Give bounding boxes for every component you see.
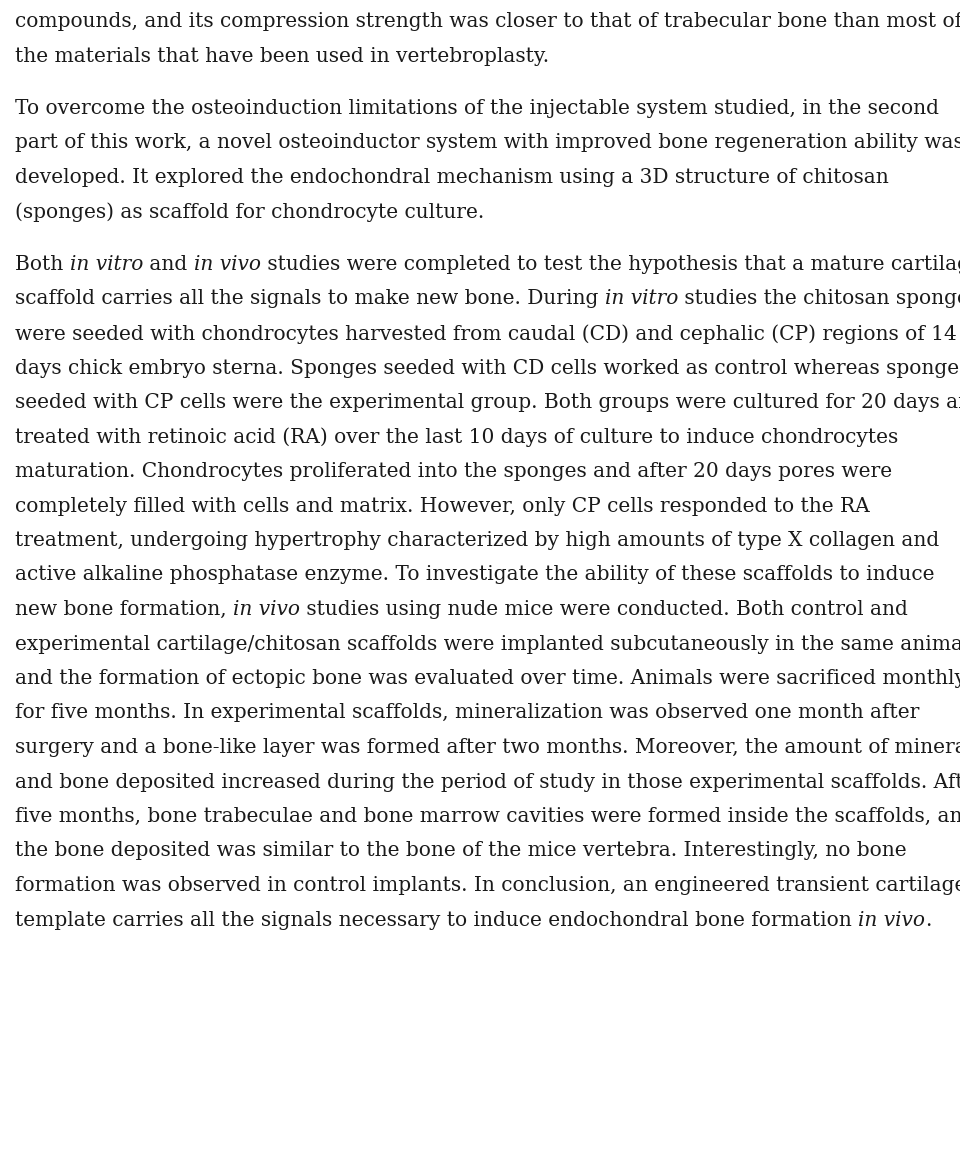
- Text: in vivo: in vivo: [858, 910, 925, 930]
- Text: compounds, and its compression strength was closer to that of trabecular bone th: compounds, and its compression strength …: [15, 12, 960, 31]
- Text: and the formation of ectopic bone was evaluated over time. Animals were sacrific: and the formation of ectopic bone was ev…: [15, 669, 960, 688]
- Text: five months, bone trabeculae and bone marrow cavities were formed inside the sca: five months, bone trabeculae and bone ma…: [15, 807, 960, 826]
- Text: surgery and a bone-like layer was formed after two months. Moreover, the amount : surgery and a bone-like layer was formed…: [15, 738, 960, 757]
- Text: studies were completed to test the hypothesis that a mature cartilage: studies were completed to test the hypot…: [260, 255, 960, 274]
- Text: treatment, undergoing hypertrophy characterized by high amounts of type X collag: treatment, undergoing hypertrophy charac…: [15, 532, 939, 550]
- Text: studies using nude mice were conducted. Both control and: studies using nude mice were conducted. …: [300, 600, 908, 620]
- Text: new bone formation,: new bone formation,: [15, 600, 233, 620]
- Text: experimental cartilage/chitosan scaffolds were implanted subcutaneously in the s: experimental cartilage/chitosan scaffold…: [15, 635, 960, 653]
- Text: scaffold carries all the signals to make new bone. During: scaffold carries all the signals to make…: [15, 290, 605, 308]
- Text: active alkaline phosphatase enzyme. To investigate the ability of these scaffold: active alkaline phosphatase enzyme. To i…: [15, 565, 934, 585]
- Text: and: and: [143, 255, 194, 274]
- Text: seeded with CP cells were the experimental group. Both groups were cultured for : seeded with CP cells were the experiment…: [15, 393, 960, 412]
- Text: the materials that have been used in vertebroplasty.: the materials that have been used in ver…: [15, 46, 549, 66]
- Text: (sponges) as scaffold for chondrocyte culture.: (sponges) as scaffold for chondrocyte cu…: [15, 203, 484, 222]
- Text: studies the chitosan sponges: studies the chitosan sponges: [678, 290, 960, 308]
- Text: To overcome the osteoinduction limitations of the injectable system studied, in : To overcome the osteoinduction limitatio…: [15, 98, 939, 118]
- Text: and bone deposited increased during the period of study in those experimental sc: and bone deposited increased during the …: [15, 772, 960, 792]
- Text: in vivo: in vivo: [233, 600, 300, 620]
- Text: template carries all the signals necessary to induce endochondral bone formation: template carries all the signals necessa…: [15, 910, 858, 930]
- Text: days chick embryo sterna. Sponges seeded with CD cells worked as control whereas: days chick embryo sterna. Sponges seeded…: [15, 359, 960, 378]
- Text: .: .: [925, 910, 931, 930]
- Text: in vitro: in vitro: [605, 290, 678, 308]
- Text: developed. It explored the endochondral mechanism using a 3D structure of chitos: developed. It explored the endochondral …: [15, 168, 889, 186]
- Text: completely filled with cells and matrix. However, only CP cells responded to the: completely filled with cells and matrix.…: [15, 497, 870, 515]
- Text: maturation. Chondrocytes proliferated into the sponges and after 20 days pores w: maturation. Chondrocytes proliferated in…: [15, 462, 892, 481]
- Text: treated with retinoic acid (RA) over the last 10 days of culture to induce chond: treated with retinoic acid (RA) over the…: [15, 427, 899, 447]
- Text: were seeded with chondrocytes harvested from caudal (CD) and cephalic (CP) regio: were seeded with chondrocytes harvested …: [15, 324, 957, 344]
- Text: the bone deposited was similar to the bone of the mice vertebra. Interestingly, : the bone deposited was similar to the bo…: [15, 842, 906, 860]
- Text: in vivo: in vivo: [194, 255, 260, 274]
- Text: in vitro: in vitro: [70, 255, 143, 274]
- Text: formation was observed in control implants. In conclusion, an engineered transie: formation was observed in control implan…: [15, 875, 960, 895]
- Text: Both: Both: [15, 255, 70, 274]
- Text: part of this work, a novel osteoinductor system with improved bone regeneration : part of this work, a novel osteoinductor…: [15, 133, 960, 153]
- Text: for five months. In experimental scaffolds, mineralization was observed one mont: for five months. In experimental scaffol…: [15, 704, 920, 723]
